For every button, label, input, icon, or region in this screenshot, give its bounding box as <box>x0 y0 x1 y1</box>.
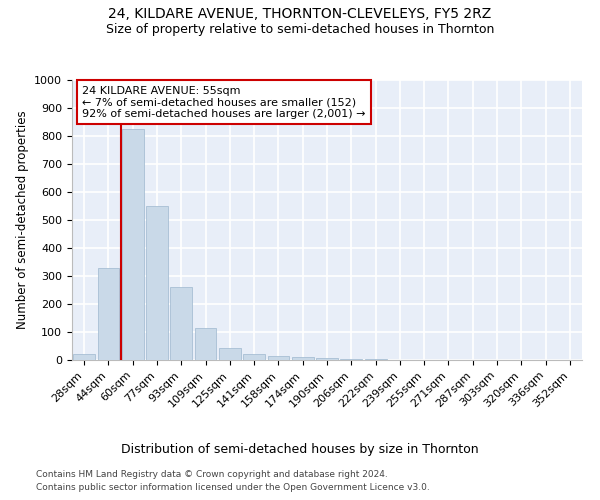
Text: Distribution of semi-detached houses by size in Thornton: Distribution of semi-detached houses by … <box>121 442 479 456</box>
Bar <box>268 356 289 360</box>
Text: Size of property relative to semi-detached houses in Thornton: Size of property relative to semi-detach… <box>106 22 494 36</box>
Text: 24, KILDARE AVENUE, THORNTON-CLEVELEYS, FY5 2RZ: 24, KILDARE AVENUE, THORNTON-CLEVELEYS, … <box>109 8 491 22</box>
Bar <box>243 354 265 360</box>
Bar <box>292 357 314 360</box>
Bar <box>170 287 192 360</box>
Y-axis label: Number of semi-detached properties: Number of semi-detached properties <box>16 110 29 330</box>
Bar <box>194 328 217 360</box>
Bar <box>97 268 119 360</box>
Bar <box>73 354 95 360</box>
Bar <box>146 206 168 360</box>
Bar <box>122 129 143 360</box>
Bar <box>219 348 241 360</box>
Text: Contains HM Land Registry data © Crown copyright and database right 2024.: Contains HM Land Registry data © Crown c… <box>36 470 388 479</box>
Bar <box>340 359 362 360</box>
Bar <box>316 358 338 360</box>
Text: 24 KILDARE AVENUE: 55sqm
← 7% of semi-detached houses are smaller (152)
92% of s: 24 KILDARE AVENUE: 55sqm ← 7% of semi-de… <box>82 86 366 119</box>
Text: Contains public sector information licensed under the Open Government Licence v3: Contains public sector information licen… <box>36 482 430 492</box>
